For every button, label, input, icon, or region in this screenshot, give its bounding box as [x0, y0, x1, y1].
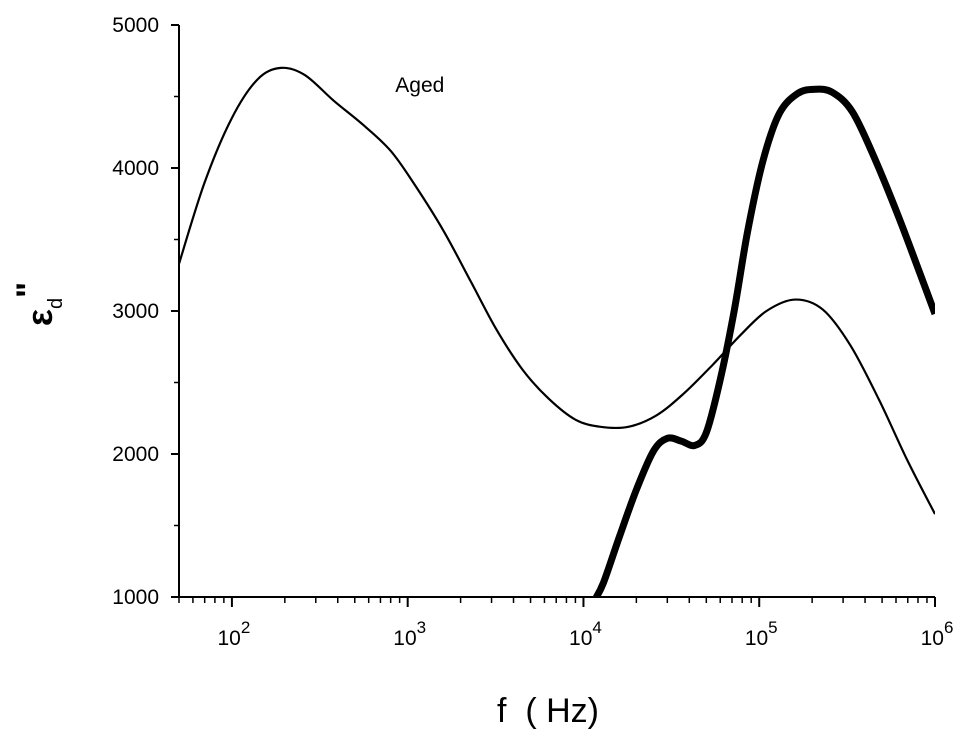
y-tick-label: 4000 — [112, 157, 159, 180]
series-line-thin — [179, 66, 935, 515]
y-axis-title-subscript: d — [45, 298, 67, 309]
y-tick-label: 3000 — [112, 300, 159, 323]
y-axis-title: εd " — [10, 282, 67, 326]
x-tick-label: 104 — [569, 618, 602, 650]
axes — [178, 25, 935, 598]
x-tick-label: 103 — [393, 618, 426, 650]
y-tick-label: 2000 — [112, 443, 159, 466]
annotation-aged: Aged — [395, 74, 444, 97]
series-line-thick — [592, 85, 935, 597]
tick-labels: 1000 2000 3000 4000 5000 102 103 104 105 106 — [112, 14, 953, 650]
y-tick-label: 5000 — [112, 14, 159, 37]
y-axis-title-superscript: " — [10, 282, 48, 298]
y-tick-label: 1000 — [112, 586, 159, 609]
series-layer — [179, 66, 935, 597]
ticks — [171, 24, 936, 607]
x-axis-title: f ( Hz) — [497, 692, 599, 730]
x-tick-label: 106 — [921, 618, 954, 650]
x-tick-label: 105 — [745, 618, 778, 650]
x-tick-label: 102 — [217, 618, 250, 650]
svg-text:εd: εd — [19, 298, 67, 326]
y-axis-title-symbol: ε — [19, 309, 60, 326]
